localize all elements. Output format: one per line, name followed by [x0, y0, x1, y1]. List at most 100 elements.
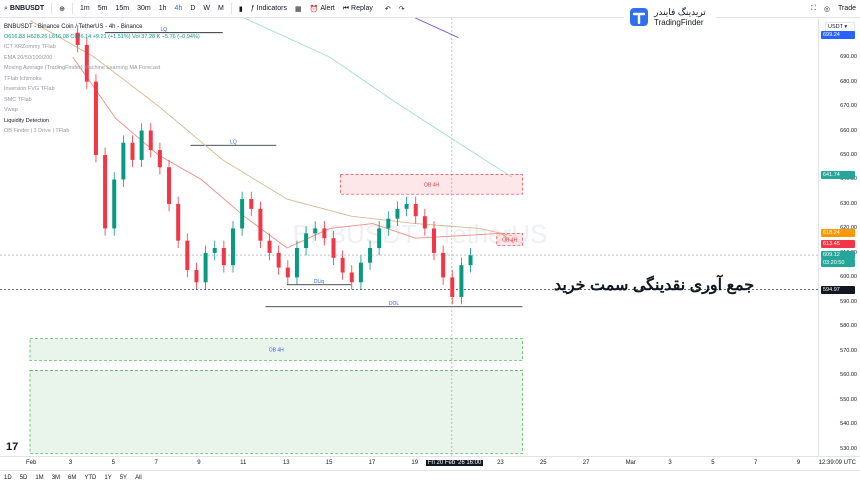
- candle-body: [258, 208, 263, 241]
- candle-body: [313, 228, 318, 234]
- price-tag: 03:20:50: [821, 259, 855, 268]
- candle-body: [340, 257, 345, 273]
- price-tick: 650.00: [840, 152, 857, 159]
- range-1y[interactable]: 1Y: [104, 474, 112, 481]
- tf-15m[interactable]: 15m: [115, 5, 130, 12]
- tf-4h[interactable]: 4h: [174, 5, 183, 12]
- candle-body: [194, 270, 199, 283]
- ma-forecast: [414, 18, 459, 38]
- time-tick: 7: [754, 460, 758, 466]
- candle-body: [148, 130, 153, 151]
- legend-item[interactable]: OB Finder | 3 Drive | TFlab: [4, 128, 70, 134]
- candle-type-button[interactable]: ▮: [238, 5, 243, 13]
- legend-item[interactable]: Inversion FVG TFlab: [4, 86, 55, 92]
- time-tick: 23: [497, 460, 504, 466]
- price-tick: 620.00: [840, 225, 857, 231]
- candle-body: [368, 248, 373, 263]
- range-5d[interactable]: 5D: [19, 474, 28, 481]
- symbol-label: BNBUSDT: [9, 5, 45, 12]
- candle-body: [395, 208, 400, 219]
- price-tag: 613.45: [821, 240, 855, 249]
- legend-item[interactable]: Vwap: [4, 107, 18, 113]
- time-tick: Fri 20 Feb '26 16:00: [425, 460, 484, 466]
- candle-body: [431, 228, 436, 253]
- candle-body: [276, 252, 281, 268]
- logo-icon: [630, 8, 648, 26]
- legend-item[interactable]: EMA 20/50/100/200: [4, 54, 53, 61]
- candle-body: [459, 265, 464, 297]
- candle-body: [176, 203, 181, 241]
- undo-button[interactable]: ↶: [384, 5, 391, 13]
- range-5y[interactable]: 5Y: [119, 474, 128, 481]
- ma-200: [29, 20, 512, 237]
- utc-clock: 12:39:09 UTC: [818, 460, 856, 466]
- price-tick: 630.00: [840, 200, 857, 207]
- legend-item[interactable]: SMC TFlab: [4, 96, 32, 103]
- tf-D[interactable]: D: [190, 5, 196, 12]
- tf-1h[interactable]: 1h: [158, 5, 167, 12]
- tradingview-logo: 17: [6, 441, 19, 453]
- price-tag: 641.74: [821, 171, 855, 180]
- price-tick: 560.00: [840, 372, 857, 379]
- top-toolbar: ⌕ BNBUSDT ⊕ 1m 5m 15m 30m 1h 4h D W M ▮ ƒ…: [0, 0, 860, 18]
- symbol-search[interactable]: ⌕ BNBUSDT: [0, 5, 48, 13]
- candle-body: [84, 44, 89, 82]
- price-tick: 530.00: [840, 445, 857, 452]
- range-1d[interactable]: 1D: [4, 474, 12, 481]
- time-tick: 5: [111, 460, 115, 466]
- price-tick: 660.00: [840, 127, 857, 134]
- legend-item[interactable]: Moving Average (TradingFinder) Machine L…: [4, 65, 161, 71]
- indicators-button[interactable]: ƒ Indicators: [250, 5, 287, 12]
- alert-button[interactable]: ⏰ Alert: [309, 5, 335, 13]
- range-all[interactable]: All: [135, 474, 142, 481]
- tf-30m[interactable]: 30m: [137, 5, 151, 12]
- candle-body: [441, 252, 446, 278]
- layout-button[interactable]: ▦: [294, 5, 302, 13]
- price-tick: 600.00: [840, 274, 857, 281]
- candle-body: [93, 81, 98, 156]
- ob-zone: [29, 370, 523, 454]
- fullscreen-button[interactable]: ⛶: [810, 4, 816, 12]
- price-tick: 540.00: [840, 421, 857, 428]
- price-tag: 699.24: [821, 30, 855, 39]
- legend-item[interactable]: Liquidity Detection: [4, 117, 49, 124]
- time-tick: 9: [197, 460, 201, 466]
- time-tick: 19: [411, 460, 419, 466]
- ma-100: [243, 18, 513, 178]
- indicators-icon: ƒ: [250, 5, 255, 12]
- time-axis[interactable]: 12:39:09 UTC Feb 3 5 7 9 11 13 15 17 19 Fri 20 Feb…: [0, 456, 860, 470]
- range-ytd[interactable]: YTD: [84, 474, 97, 481]
- price-tick: 570.00: [840, 347, 857, 354]
- time-tick: 27: [582, 460, 590, 466]
- tf-M[interactable]: M: [218, 5, 224, 12]
- candle-body: [404, 203, 409, 209]
- candle-body: [358, 262, 363, 283]
- ob-zone: [29, 338, 523, 361]
- time-tick: 3: [668, 460, 672, 466]
- trade-button[interactable]: Trade: [837, 5, 856, 12]
- ob-label: OB 4H: [424, 182, 439, 188]
- legend-item[interactable]: ICT XRZommy TFlab: [4, 44, 56, 50]
- tf-W[interactable]: W: [203, 5, 211, 12]
- range-3m[interactable]: 3M: [51, 474, 61, 481]
- tf-5m[interactable]: 5m: [97, 5, 108, 12]
- price-axis[interactable]: USDT ▾ 690.00 680.00 670.00 660.00 650.00 640…: [818, 18, 860, 456]
- add-symbol-button[interactable]: ⊕: [59, 5, 66, 13]
- tf-1m[interactable]: 1m: [80, 5, 90, 12]
- time-tick: 9: [796, 460, 801, 466]
- redo-button[interactable]: ↷: [398, 5, 405, 13]
- candle-body: [450, 277, 455, 297]
- legend-item[interactable]: TFlab Ichimoku: [4, 75, 42, 82]
- range-6m[interactable]: 6M: [68, 474, 77, 481]
- replay-button[interactable]: ⏮ Replay: [342, 4, 373, 13]
- candle-body: [386, 218, 391, 229]
- camera-icon[interactable]: ◎: [823, 5, 830, 13]
- candle-body: [349, 272, 354, 283]
- range-1m[interactable]: 1M: [35, 474, 44, 481]
- time-tick: Feb: [26, 460, 37, 466]
- logo-fa-text: تریدینگ فایندر: [654, 7, 706, 17]
- candle-body: [285, 267, 290, 278]
- bottom-range-bar: 1D 5D 1M 3M 6M YTD 1Y 5Y All: [0, 470, 860, 484]
- time-tick: 7: [154, 460, 158, 466]
